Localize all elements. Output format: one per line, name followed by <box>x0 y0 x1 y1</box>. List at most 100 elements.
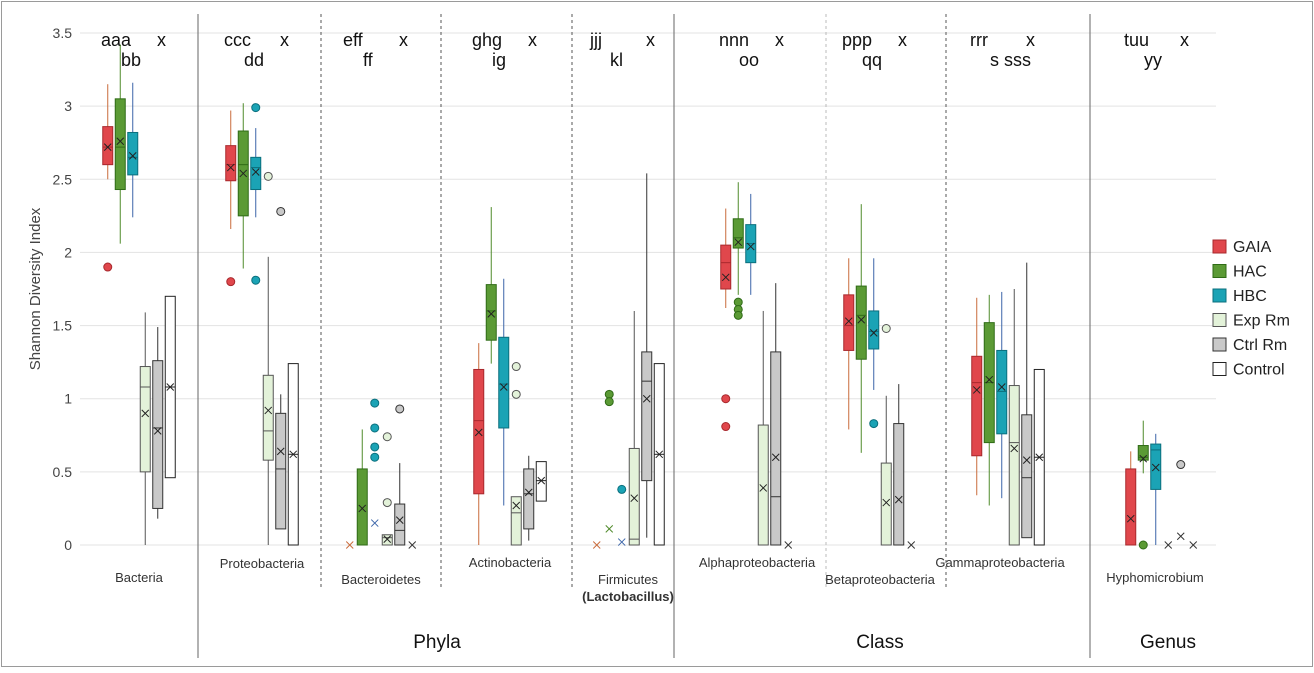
outlier-point <box>263 171 273 181</box>
mean-marker <box>370 519 379 527</box>
significance-letters-top: ppp <box>842 30 872 50</box>
mean-marker <box>985 375 994 384</box>
outlier-point <box>251 103 261 113</box>
y-tick-label: 2.5 <box>53 171 73 187</box>
significance-letters-top: aaa <box>101 30 132 50</box>
legend-swatch <box>1212 239 1227 254</box>
box-iqr <box>855 285 867 360</box>
box-iqr <box>628 447 640 546</box>
significance-letters-x: x <box>157 30 166 50</box>
category-label: Alphaproteobacteria <box>699 555 816 570</box>
outlier-point <box>604 397 614 407</box>
mean-marker <box>642 394 651 403</box>
significance-letters-x: x <box>646 30 655 50</box>
mean-marker <box>395 516 404 524</box>
box-iqr <box>225 145 237 182</box>
significance-letters-bottom: dd <box>244 50 264 70</box>
outlier-point <box>370 442 380 452</box>
box-iqr <box>152 360 164 509</box>
mean-marker <box>103 143 112 151</box>
significance-letters-bottom: s sss <box>990 50 1031 70</box>
mean-marker <box>408 541 417 549</box>
box-iqr <box>1008 385 1020 546</box>
outlier-point <box>1138 540 1148 550</box>
mean-marker <box>1022 456 1031 465</box>
category-label: Firmicutes <box>598 572 658 587</box>
significance-letters-bottom: bb <box>121 50 141 70</box>
group-label: Class <box>856 632 904 653</box>
legend-swatch <box>1212 288 1227 303</box>
significance-letters-x: x <box>1180 30 1189 50</box>
outlier-point <box>370 452 380 462</box>
category-label: Betaproteobacteria <box>825 572 936 587</box>
mean-marker <box>746 242 755 251</box>
mean-marker <box>605 525 614 533</box>
significance-letters-x: x <box>280 30 289 50</box>
significance-letters-bottom: yy <box>1144 50 1162 70</box>
mean-marker <box>537 476 546 485</box>
legend-swatch <box>1212 362 1227 376</box>
mean-marker <box>474 428 483 437</box>
mean-marker <box>734 238 743 247</box>
mean-marker <box>759 484 768 492</box>
box-iqr <box>102 126 114 166</box>
box-iqr <box>394 503 406 546</box>
box-iqr <box>971 355 983 457</box>
outlier-point <box>1176 460 1186 470</box>
box-iqr <box>880 462 892 546</box>
mean-marker <box>276 447 285 456</box>
mean-marker <box>251 168 260 176</box>
box-iqr <box>1150 443 1162 490</box>
mean-marker <box>239 169 248 178</box>
box-iqr <box>250 156 262 191</box>
mean-marker <box>141 409 150 418</box>
significance-letters-bottom: kl <box>610 50 623 70</box>
mean-marker <box>1010 444 1019 453</box>
box-iqr <box>485 284 497 341</box>
box-iqr <box>523 468 535 530</box>
category-label: Actinobacteria <box>469 555 552 570</box>
outlier-point <box>733 310 743 320</box>
significance-letters-top: tuu <box>1124 30 1149 50</box>
category-label: Bacteria <box>115 570 163 585</box>
category-label: Hyphomicrobium <box>1106 570 1204 585</box>
mean-marker <box>264 406 273 415</box>
outlier-point <box>511 362 521 372</box>
mean-marker <box>1151 463 1160 472</box>
legend-label: HBC <box>1233 288 1267 305</box>
y-tick-label: 0.5 <box>53 464 73 480</box>
significance-letters-top: eff <box>343 30 364 50</box>
significance-letters-x: x <box>528 30 537 50</box>
mean-marker <box>869 329 878 337</box>
box-iqr <box>473 368 485 495</box>
outlier-point <box>617 484 627 494</box>
group-label: Phyla <box>413 632 461 653</box>
significance-letters-x: x <box>898 30 907 50</box>
mean-marker <box>289 450 298 459</box>
outlier-point <box>869 419 879 429</box>
y-tick-label: 1 <box>64 391 72 407</box>
outlier-point <box>226 277 236 287</box>
mean-marker <box>997 383 1006 391</box>
box-iqr <box>1021 414 1033 539</box>
legend-swatch <box>1212 264 1227 278</box>
outlier-point <box>511 389 521 399</box>
box-iqr <box>127 131 139 176</box>
y-tick-label: 1.5 <box>53 318 73 334</box>
mean-marker <box>882 498 891 507</box>
box-iqr <box>1125 468 1137 546</box>
box-iqr <box>498 336 510 429</box>
mean-marker <box>655 450 664 459</box>
mean-marker <box>784 541 793 549</box>
mean-marker <box>617 538 626 546</box>
mean-marker <box>771 453 780 462</box>
box-iqr <box>139 366 151 473</box>
box-iqr <box>262 374 274 461</box>
group-label: Genus <box>1140 632 1196 653</box>
mean-marker <box>721 273 730 282</box>
outlier-point <box>103 262 113 272</box>
significance-letters-top: rrr <box>970 30 988 50</box>
mean-marker <box>844 317 853 326</box>
outlier-point <box>370 398 380 408</box>
